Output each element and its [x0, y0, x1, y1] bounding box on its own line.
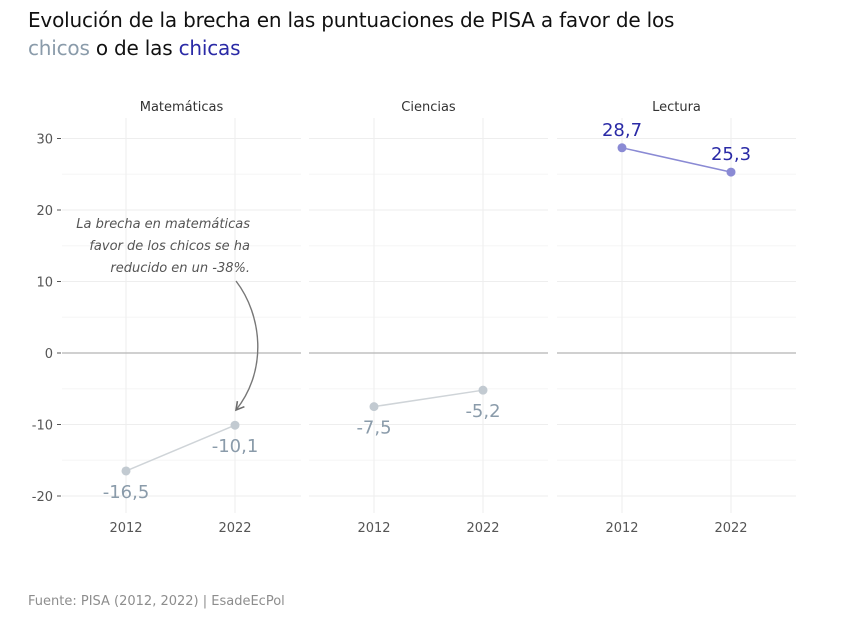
annotation-arrow: [235, 280, 259, 412]
data-label: -16,5: [103, 482, 150, 503]
series-line: [373, 389, 484, 408]
y-tick-label: 30: [36, 133, 53, 148]
annotation-text: favor de los chicos se ha: [89, 239, 250, 254]
source-note: Fuente: PISA (2012, 2022) | EsadeEcPol: [28, 594, 285, 609]
x-tick-label: 2022: [714, 521, 747, 536]
faceted-line-chart: Matemáticas 2012 2022 Ciencias 2012 2022 Lectu…: [32, 100, 796, 536]
data-label: 28,7: [602, 120, 642, 141]
data-label: -5,2: [465, 401, 500, 422]
annotation-text: La brecha en matemáticas: [76, 217, 250, 232]
y-tick-label: 10: [36, 276, 53, 291]
data-point: [230, 420, 240, 430]
facet-label: Lectura: [652, 100, 701, 115]
data-point: [369, 402, 379, 412]
y-tick-label: -20: [32, 490, 53, 505]
facet-label: Ciencias: [401, 100, 456, 115]
y-tick-label: -10: [32, 419, 53, 434]
data-point: [617, 143, 627, 153]
data-point: [478, 385, 488, 395]
title-line-2: chicos o de las chicas: [28, 34, 674, 62]
x-tick-label: 2012: [109, 521, 142, 536]
title-middle: o de las: [89, 36, 179, 60]
x-tick-label: 2022: [466, 521, 499, 536]
data-point: [121, 466, 131, 476]
x-tick-label: 2012: [357, 521, 390, 536]
x-tick-label: 2022: [218, 521, 251, 536]
data-point: [726, 167, 736, 177]
x-tick-label: 2012: [605, 521, 638, 536]
chart-title: Evolución de la brecha en las puntuacion…: [28, 6, 674, 62]
facet-label: Matemáticas: [140, 100, 224, 115]
series-line: [125, 424, 236, 472]
y-tick-label: 20: [36, 204, 53, 219]
data-label: -7,5: [356, 418, 391, 439]
title-line-1: Evolución de la brecha en las puntuacion…: [28, 8, 675, 32]
annotation-text: reducido en un -38%.: [110, 261, 250, 276]
title-boys-word: chicos: [28, 36, 90, 60]
title-girls-word: chicas: [178, 36, 241, 60]
data-label: -10,1: [212, 436, 259, 457]
series-line: [621, 147, 732, 173]
data-label: 25,3: [711, 144, 751, 165]
y-tick-label: 0: [45, 347, 53, 362]
